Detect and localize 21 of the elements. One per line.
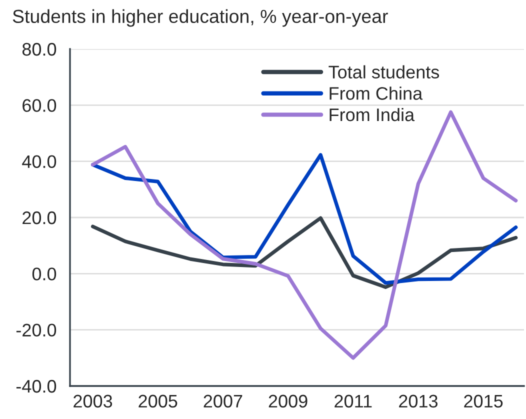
chart-title: Students in higher education, % year-on-year: [12, 9, 388, 27]
x-tick-label: 2007: [204, 394, 242, 408]
line-series: [90, 153, 518, 285]
y-tick-label: 80.0: [22, 42, 56, 56]
y-tick-label: -40.0: [16, 380, 56, 393]
x-tick-label: 2013: [399, 394, 438, 408]
y-tick-label: 0.0: [32, 268, 56, 280]
legend-label: From China: [330, 86, 423, 100]
x-tick-label: 2009: [268, 394, 308, 408]
x-tick-label: 2005: [138, 394, 178, 408]
x-tick-label: 2003: [74, 394, 112, 408]
legend-label: Total students: [328, 65, 440, 79]
y-tick-label: 60.0: [22, 99, 56, 112]
y-tick-label: 20.0: [22, 211, 56, 224]
y-tick-label: -20.0: [16, 324, 56, 337]
line-series: [90, 110, 518, 360]
legend-label: From India: [330, 108, 415, 122]
line-series: [90, 216, 518, 289]
x-tick-label: 2015: [464, 394, 503, 408]
x-tick-label: 2011: [334, 394, 372, 408]
y-tick-label: 40.0: [22, 155, 56, 168]
